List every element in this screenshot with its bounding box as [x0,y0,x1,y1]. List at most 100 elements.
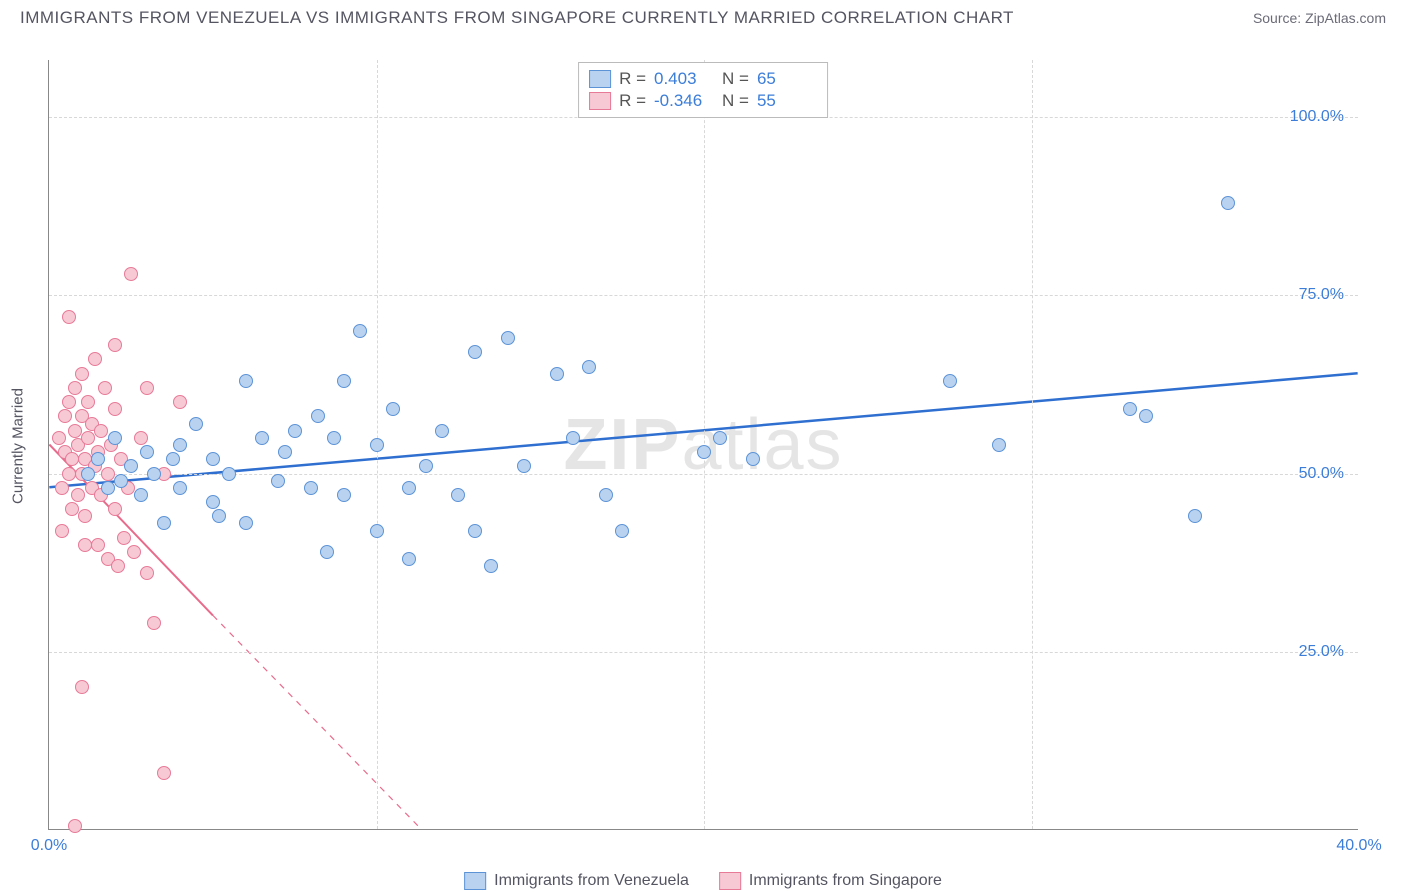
data-point [435,424,449,438]
stat-n-value-1: 65 [757,69,817,89]
data-point [124,459,138,473]
data-point [206,452,220,466]
legend-stats-box: R = 0.403 N = 65 R = -0.346 N = 55 [578,62,828,118]
data-point [370,524,384,538]
stat-r-label: R = [619,69,646,89]
data-point [239,516,253,530]
stat-r-value-2: -0.346 [654,91,714,111]
data-point [1139,409,1153,423]
data-point [311,409,325,423]
stat-n-label: N = [722,91,749,111]
data-point [239,374,253,388]
data-point [94,424,108,438]
data-point [55,481,69,495]
data-point [68,819,82,833]
data-point [402,481,416,495]
data-point [81,395,95,409]
legend-swatch-singapore [589,92,611,110]
data-point [58,409,72,423]
stat-n-value-2: 55 [757,91,817,111]
data-point [88,352,102,366]
data-point [173,438,187,452]
data-point [1123,402,1137,416]
data-point [78,509,92,523]
data-point [65,502,79,516]
data-point [337,374,351,388]
data-point [320,545,334,559]
legend-swatch-venezuela [464,872,486,890]
data-point [101,467,115,481]
data-point [370,438,384,452]
data-point [108,502,122,516]
data-point [147,467,161,481]
bottom-legend: Immigrants from Venezuela Immigrants fro… [458,872,948,890]
data-point [108,402,122,416]
y-tick-label: 100.0% [1290,108,1344,126]
data-point [147,616,161,630]
chart-title: IMMIGRANTS FROM VENEZUELA VS IMMIGRANTS … [20,8,1014,28]
data-point [468,345,482,359]
data-point [255,431,269,445]
stat-n-label: N = [722,69,749,89]
data-point [140,566,154,580]
data-point [108,431,122,445]
legend-label-singapore: Immigrants from Singapore [749,872,942,890]
data-point [117,531,131,545]
data-point [566,431,580,445]
data-point [140,381,154,395]
data-point [451,488,465,502]
data-point [697,445,711,459]
data-point [108,338,122,352]
legend-swatch-singapore [719,872,741,890]
data-point [62,310,76,324]
data-point [304,481,318,495]
x-tick-label: 40.0% [1336,837,1381,855]
data-point [62,395,76,409]
data-point [75,680,89,694]
data-point [134,431,148,445]
data-point [166,452,180,466]
data-point [65,452,79,466]
data-point [91,538,105,552]
legend-label-venezuela: Immigrants from Venezuela [494,872,689,890]
data-point [1221,196,1235,210]
data-point [713,431,727,445]
data-point [81,431,95,445]
data-point [402,552,416,566]
legend-stats-row-2: R = -0.346 N = 55 [589,91,817,111]
stat-r-label: R = [619,91,646,111]
legend-item-singapore: Immigrants from Singapore [719,872,942,890]
y-tick-label: 25.0% [1299,643,1344,661]
data-point [91,452,105,466]
legend-stats-row-1: R = 0.403 N = 65 [589,69,817,89]
data-point [111,559,125,573]
data-point [157,516,171,530]
data-point [599,488,613,502]
data-point [52,431,66,445]
source-label: Source: ZipAtlas.com [1253,10,1386,26]
data-point [337,488,351,502]
data-point [517,459,531,473]
data-point [173,395,187,409]
data-point [75,367,89,381]
stat-r-value-1: 0.403 [654,69,714,89]
data-point [101,481,115,495]
data-point [501,331,515,345]
data-point [468,524,482,538]
y-axis-title: Currently Married [10,388,27,504]
data-point [55,524,69,538]
data-point [78,538,92,552]
data-point [114,474,128,488]
data-point [140,445,154,459]
data-point [615,524,629,538]
data-point [419,459,433,473]
data-point [157,766,171,780]
data-point [134,488,148,502]
data-point [212,509,226,523]
data-point [206,495,220,509]
data-point [992,438,1006,452]
data-point [386,402,400,416]
data-point [484,559,498,573]
y-tick-label: 50.0% [1299,465,1344,483]
legend-item-venezuela: Immigrants from Venezuela [464,872,689,890]
